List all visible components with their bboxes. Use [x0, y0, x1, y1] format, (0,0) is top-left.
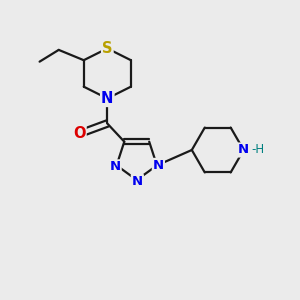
Text: S: S — [102, 41, 112, 56]
Text: N: N — [132, 175, 143, 188]
Text: N: N — [238, 143, 249, 157]
Text: N: N — [153, 159, 164, 172]
Text: -H: -H — [251, 143, 264, 157]
Text: N: N — [101, 91, 113, 106]
Text: N: N — [110, 160, 121, 173]
Text: O: O — [73, 126, 86, 141]
